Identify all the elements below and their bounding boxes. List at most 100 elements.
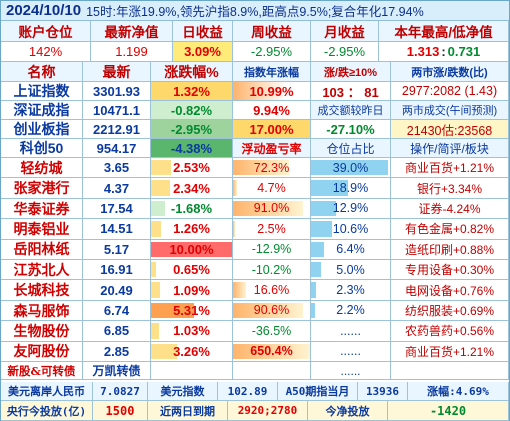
stock-row[interactable]: 岳阳林纸 5.17 10.00% -12.9% 6.4% 造纸印刷+0.88%	[1, 239, 509, 260]
stock-row[interactable]: 张家港行 4.37 2.34% 4.7% 18.9% 银行+3.34%	[1, 178, 509, 199]
stock-position: 2.3%	[311, 280, 391, 301]
stock-name[interactable]: 张家港行	[1, 178, 83, 199]
stock-latest: 6.74	[83, 300, 151, 322]
stock-position: 2.2%	[311, 300, 391, 322]
newstock-name: 新股&可转债	[1, 362, 83, 380]
dxy-value: 102.89	[218, 382, 278, 401]
account-position: 142%	[1, 42, 91, 62]
stock-position: ......	[311, 321, 391, 342]
stock-chg: 2.53%	[151, 158, 233, 179]
stock-note: 专用设备+0.30%	[391, 260, 509, 281]
stock-latest: 4.37	[83, 178, 151, 199]
header-day: 日收益	[173, 21, 233, 42]
stock-note: 纺织服装+0.69%	[391, 300, 509, 322]
index-chg: -4.38%	[151, 139, 233, 158]
account-high: 1.313	[406, 44, 440, 59]
maturity-label: 近两日到期	[148, 401, 228, 421]
stock-position: 6.4%	[311, 239, 391, 260]
index-latest: 10471.1	[83, 101, 151, 120]
index-header: 名称 最新 涨跌幅% 指数年涨幅 涨/跌≥10% 两市涨/跌数(比)	[1, 62, 509, 82]
index-chg: 1.32%	[151, 82, 233, 101]
stock-latest: 17.54	[83, 198, 151, 220]
stock-name[interactable]: 轻纺城	[1, 158, 83, 179]
stock-note: 有色金属+0.82%	[391, 219, 509, 240]
title-bar: 2024/10/10 15时:年涨19.9%,领先沪指8.9%,距高点9.5%;…	[1, 1, 509, 21]
stock-latest: 6.85	[83, 321, 151, 342]
stock-latest: 5.17	[83, 239, 151, 260]
net-value: -1420	[388, 401, 509, 421]
header-latest: 最新	[83, 62, 151, 82]
index-row: 创业板指 2212.91 -2.95% 17.00% -27.10% 21430估:235…	[1, 120, 509, 139]
index-yearchg: 10.99%	[233, 82, 311, 101]
stock-chg: 2.34%	[151, 178, 233, 199]
index-yearchg: 浮动盈亏率	[233, 139, 311, 158]
footer-fx: 美元离岸人民币 7.0827 美元指数 102.89 A50期指当月 13936…	[1, 382, 509, 401]
stock-position: ......	[311, 341, 391, 362]
account-row: 142% 1.199 3.09% -2.95% -2.95% 1.313 : 0…	[1, 42, 509, 62]
index-latest: 954.17	[83, 139, 151, 158]
stock-latest: 20.49	[83, 280, 151, 301]
stock-pl: 16.6%	[233, 280, 311, 301]
stock-chg: 1.26%	[151, 219, 233, 240]
account-high-low: 1.313 : 0.731	[379, 42, 509, 62]
newstock-latest: 万凯转债	[83, 362, 151, 380]
stock-chg: 1.09%	[151, 280, 233, 301]
stock-name[interactable]: 长城科技	[1, 280, 83, 301]
stock-name[interactable]: 森马服饰	[1, 300, 83, 322]
stock-chg: 3.26%	[151, 341, 233, 362]
index-col6: 21430估:23568	[391, 120, 509, 139]
account-sep: :	[441, 44, 446, 59]
stock-name[interactable]: 明泰铝业	[1, 219, 83, 240]
stock-note: 证券-4.24%	[391, 198, 509, 220]
stock-name[interactable]: 生物股份	[1, 321, 83, 342]
stock-name[interactable]: 友阿股份	[1, 341, 83, 362]
stock-note: 银行+3.34%	[391, 178, 509, 199]
a50-value: 13936	[358, 382, 408, 401]
stock-row[interactable]: 友阿股份 2.85 3.26% 650.4%...... 商业百货+1.21%	[1, 341, 509, 362]
maturity-value: 2920;2780	[228, 401, 308, 421]
stock-pl: -36.5%	[233, 321, 311, 342]
stock-latest: 16.91	[83, 260, 151, 281]
account-nav: 1.199	[91, 42, 173, 62]
stock-pl: 72.3%	[233, 158, 311, 179]
stock-name[interactable]: 江苏北人	[1, 260, 83, 281]
stock-pl: 2.5%	[233, 219, 311, 240]
stock-row[interactable]: 江苏北人 16.91 0.65% -10.2% 5.0% 专用设备+0.30%	[1, 260, 509, 281]
stock-latest: 14.51	[83, 219, 151, 240]
stock-row[interactable]: 长城科技 20.49 1.09% 16.6% 2.3% 电网设备+0.76%	[1, 280, 509, 301]
stock-note: 电网设备+0.76%	[391, 280, 509, 301]
index-col5: 103 ： 81	[311, 82, 391, 101]
stock-chg: 0.65%	[151, 260, 233, 281]
dxy-label: 美元指数	[148, 382, 218, 401]
stock-pl: 90.6%	[233, 300, 311, 322]
stock-row[interactable]: 华泰证券 17.54 -1.68% 91.0% 12.9% 证券-4.24%	[1, 198, 509, 220]
account-month: -2.95%	[311, 42, 379, 62]
index-name: 创业板指	[1, 120, 83, 139]
header-nav: 最新净值	[91, 21, 173, 42]
stock-row[interactable]: 明泰铝业 14.51 1.26% 2.5% 10.6% 有色金属+0.82%	[1, 219, 509, 240]
stock-name[interactable]: 华泰证券	[1, 198, 83, 220]
header-chg: 涨跌幅%	[151, 62, 233, 82]
stock-note: 造纸印刷+0.88%	[391, 239, 509, 260]
index-yearchg: 17.00%	[233, 120, 311, 139]
index-col6: 操作/简评/板块	[391, 139, 509, 158]
index-chg: -2.95%	[151, 120, 233, 139]
stock-row[interactable]: 轻纺城 3.65 2.53% 72.3% 39.0% 商业百货+1.21%	[1, 158, 509, 179]
index-col5: -27.10%	[311, 120, 391, 139]
index-name: 科创50	[1, 139, 83, 158]
footer-pboc: 央行今投放(亿) 1500 近两日到期 2920;2780 今净投放 -1420	[1, 401, 509, 421]
header-yearchg: 指数年涨幅	[233, 62, 311, 82]
fx-value: 7.0827	[93, 382, 148, 401]
account-header: 账户仓位 最新净值 日收益 周收益 月收益 本年最高/低净值	[1, 21, 509, 42]
stock-pl: -10.2%	[233, 260, 311, 281]
stock-pl: -12.9%	[233, 239, 311, 260]
stock-name[interactable]: 岳阳林纸	[1, 239, 83, 260]
a50-label: A50期指当月	[278, 382, 358, 401]
newstock-note	[391, 362, 509, 380]
stock-row[interactable]: 生物股份 6.85 1.03% -36.5%...... 农药兽药+0.56%	[1, 321, 509, 342]
index-col5: 成交额较昨日	[311, 101, 391, 120]
stock-row[interactable]: 森马服饰 6.74 5.31% 90.6% 2.2% 纺织服装+0.69%	[1, 300, 509, 322]
index-row: 上证指数 3301.93 1.32% 10.99% 103 ： 81 2977:2082 …	[1, 82, 509, 101]
header-week: 周收益	[233, 21, 311, 42]
